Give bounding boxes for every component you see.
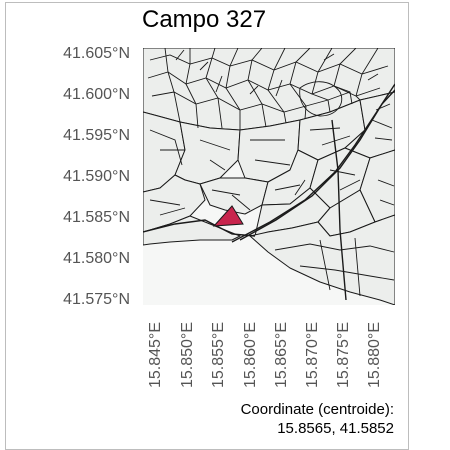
lat-tick-label: 41.590°N <box>63 168 130 185</box>
highlighted-parcel <box>212 205 244 227</box>
centroid-caption: Coordinate (centroide): 15.8565, 41.5852 <box>241 400 394 438</box>
lon-tick-label: 15.865°E <box>273 321 290 388</box>
road-lines <box>143 83 395 301</box>
lon-tick-label: 15.850°E <box>179 321 196 388</box>
map-title: Campo 327 <box>142 6 267 33</box>
lon-tick-label: 15.875°E <box>335 321 352 388</box>
lon-tick-label: 15.855°E <box>210 321 227 388</box>
parcel-map <box>143 48 395 305</box>
lat-tick-label: 41.585°N <box>63 209 130 226</box>
lat-tick-label: 41.575°N <box>63 291 130 308</box>
caption-line-1: Coordinate (centroide): <box>240 401 394 418</box>
lat-tick-label: 41.580°N <box>63 250 130 267</box>
lat-tick-label: 41.595°N <box>63 127 130 144</box>
lon-tick-label: 15.880°E <box>366 321 383 388</box>
lat-tick-label: 41.600°N <box>63 86 130 103</box>
lon-tick-label: 15.845°E <box>147 321 164 388</box>
lat-tick-label: 41.605°N <box>63 45 130 62</box>
parcel-boundaries <box>147 48 395 297</box>
parcel-areas <box>143 48 395 305</box>
lon-tick-label: 15.870°E <box>304 321 321 388</box>
lon-tick-label: 15.860°E <box>242 321 259 388</box>
caption-line-2: 15.8565, 41.5852 <box>277 420 394 437</box>
